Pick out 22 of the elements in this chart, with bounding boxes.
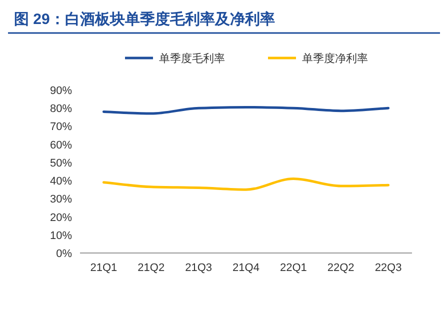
x-tick-label: 21Q1: [90, 262, 118, 274]
x-tick-label: 21Q2: [138, 262, 165, 274]
y-tick-label: 60%: [50, 139, 72, 152]
line-series: [102, 106, 390, 115]
y-tick-label: 70%: [50, 121, 72, 134]
y-tick-label: 90%: [50, 85, 72, 97]
y-tick-label: 0%: [56, 248, 72, 260]
x-tick-label: 21Q3: [185, 262, 212, 274]
chart-title: 图 29：白酒板块单季度毛利率及净利率: [14, 10, 275, 28]
legend-label: 单季度净利率: [302, 52, 368, 65]
y-tick-label: 10%: [50, 230, 72, 242]
y-tick-label: 50%: [50, 157, 72, 170]
x-tick-label: 22Q1: [280, 262, 307, 274]
x-tick-label: 21Q4: [232, 262, 260, 274]
y-tick-label: 40%: [50, 176, 72, 188]
y-tick-label: 80%: [50, 103, 72, 116]
y-tick-label: 20%: [50, 212, 72, 224]
legend-label: 单季度毛利率: [159, 52, 225, 65]
line-series: [102, 177, 390, 191]
y-tick-label: 30%: [50, 194, 72, 206]
x-tick-label: 22Q2: [327, 262, 354, 274]
x-tick-label: 22Q3: [374, 262, 402, 274]
